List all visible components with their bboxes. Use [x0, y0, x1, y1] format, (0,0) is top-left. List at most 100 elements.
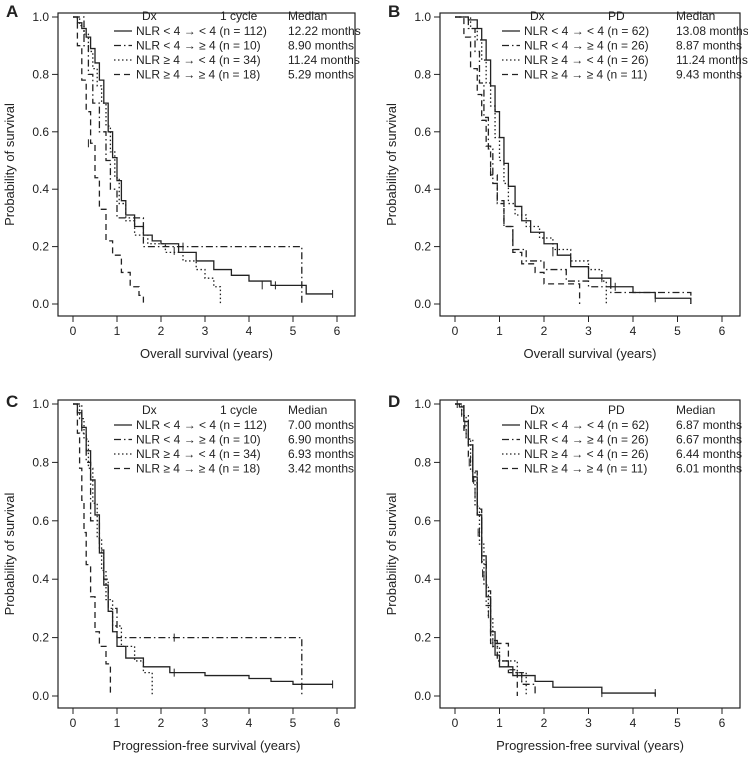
km-curve-4 — [455, 403, 518, 696]
legend-entry-median: 8.87 months — [676, 39, 742, 53]
y-axis-label: Probability of survival — [384, 492, 399, 615]
legend-entry-label: NLR ≥ 4 → ≥ 4 (n = 18) — [136, 68, 260, 82]
plot-frame — [439, 399, 741, 709]
panel-letter: A — [6, 2, 18, 21]
x-tick-label: 0 — [452, 716, 459, 730]
x-tick-label: 3 — [202, 716, 209, 730]
panel-c: C 0 1 2 3 4 5 6 0.0 0.2 0.4 0.6 0.8 1.0 Progression-fr… — [2, 392, 356, 753]
legend-entry-label: NLR < 4 → ≥ 4 (n = 10) — [136, 39, 261, 53]
panel-d: D 0 1 2 3 4 5 6 0.0 0.2 0.4 0.6 0.8 1.0 Progression-fr… — [384, 392, 742, 753]
legend-entry-label: NLR < 4 → ≥ 4 (n = 26) — [524, 39, 649, 53]
legend-entry-median: 11.24 months — [676, 53, 748, 67]
x-tick-label: 1 — [496, 324, 503, 338]
x-tick-label: 1 — [114, 716, 121, 730]
x-tick-label: 0 — [70, 324, 77, 338]
legend-entry-label: NLR ≥ 4 → ≥ 4 (n = 18) — [136, 462, 260, 476]
y-axis-label: Probability of survival — [2, 492, 17, 615]
km-curve-1 — [73, 16, 333, 295]
legend-entry-median: 6.44 months — [676, 447, 742, 461]
legend-entry-label: NLR < 4 → < 4 (n = 62) — [524, 24, 649, 38]
x-tick-label: 2 — [158, 716, 165, 730]
x-tick-label: 0 — [70, 716, 77, 730]
legend-header: 1 cycle — [220, 403, 258, 417]
legend-entry-median: 5.29 months — [288, 68, 354, 82]
y-axis-label: Probability of survival — [2, 103, 17, 226]
x-tick-label: 4 — [246, 324, 253, 338]
legend-entry-median: 6.90 months — [288, 433, 354, 447]
legend-entry-median: 12.22 months — [288, 24, 361, 38]
x-tick-label: 3 — [202, 324, 209, 338]
x-axis-label: Progression-free survival (years) — [113, 738, 301, 753]
x-axis-label: Overall survival (years) — [140, 346, 273, 361]
legend-header: Dx — [142, 403, 157, 417]
y-tick-label: 0.6 — [32, 125, 49, 139]
x-tick-label: 5 — [290, 716, 297, 730]
legend-entry-label: NLR ≥ 4 → < 4 (n = 34) — [136, 53, 261, 67]
panel-letter: B — [388, 2, 400, 21]
x-tick-label: 5 — [674, 716, 681, 730]
km-curve-4 — [73, 16, 145, 304]
panel-letter: C — [6, 392, 18, 411]
legend-header: Median — [288, 403, 327, 417]
legend-header: Dx — [530, 403, 545, 417]
legend-entry-median: 9.43 months — [676, 68, 742, 82]
y-tick-label: 0.8 — [32, 67, 49, 81]
x-tick-label: 6 — [334, 324, 341, 338]
x-tick-label: 4 — [246, 716, 253, 730]
legend-entry-label: NLR ≥ 4 → ≥ 4 (n = 11) — [524, 462, 647, 476]
y-tick-label: 0.6 — [414, 125, 431, 139]
legend: Dx 1 cycle Median NLR < 4 → < 4 (n = 112) 12… — [114, 9, 361, 82]
x-tick-label: 2 — [541, 324, 548, 338]
legend-header: Dx — [530, 9, 545, 23]
x-tick-label: 3 — [585, 324, 592, 338]
x-tick-label: 5 — [674, 324, 681, 338]
legend-entry-median: 11.24 months — [288, 53, 360, 67]
y-tick-label: 0.0 — [414, 297, 431, 311]
legend-entry-label: NLR < 4 → ≥ 4 (n = 10) — [136, 433, 261, 447]
y-tick-label: 0.2 — [32, 240, 49, 254]
km-curve-4 — [455, 16, 581, 304]
x-tick-label: 0 — [452, 324, 459, 338]
x-tick-label: 4 — [630, 716, 637, 730]
x-tick-label: 2 — [541, 716, 548, 730]
legend-header: 1 cycle — [220, 9, 258, 23]
y-tick-label: 0.8 — [414, 455, 431, 469]
x-tick-label: 5 — [290, 324, 297, 338]
y-tick-label: 1.0 — [414, 10, 431, 24]
y-tick-label: 0.4 — [414, 572, 431, 586]
y-tick-label: 1.0 — [32, 10, 49, 24]
legend-entry-median: 6.01 months — [676, 462, 742, 476]
legend-entry-label: NLR < 4 → ≥ 4 (n = 26) — [524, 433, 649, 447]
legend-header: PD — [608, 9, 625, 23]
y-tick-label: 0.8 — [414, 67, 431, 81]
km-curve-2 — [455, 403, 536, 696]
panel-letter: D — [388, 392, 400, 411]
legend-entry-label: NLR < 4 → < 4 (n = 62) — [524, 418, 649, 432]
legend-header: Median — [676, 9, 715, 23]
legend: Dx PD Median NLR < 4 → < 4 (n = 62) 6.87 mon… — [502, 403, 742, 476]
km-curve-2 — [455, 16, 692, 304]
legend-header: PD — [608, 403, 625, 417]
y-tick-label: 0.4 — [32, 572, 49, 586]
legend-entry-median: 7.00 months — [288, 418, 354, 432]
legend-entry-median: 8.90 months — [288, 39, 354, 53]
legend-entry-label: NLR ≥ 4 → < 4 (n = 26) — [524, 53, 649, 67]
x-tick-label: 6 — [719, 324, 726, 338]
legend-entry-median: 6.87 months — [676, 418, 742, 432]
y-tick-label: 0.0 — [32, 689, 49, 703]
legend-entry-label: NLR ≥ 4 → < 4 (n = 34) — [136, 447, 261, 461]
y-tick-label: 0.0 — [32, 297, 49, 311]
y-axis-label: Probability of survival — [384, 103, 399, 226]
legend-entry-label: NLR ≥ 4 → < 4 (n = 26) — [524, 447, 649, 461]
panel-a: A 0 1 2 3 4 5 6 0.0 0.2 0.4 0.6 0.8 1.0 Overall surviv… — [2, 2, 361, 361]
plot-frame — [439, 12, 741, 317]
legend-entry-label: NLR ≥ 4 → ≥ 4 (n = 11) — [524, 68, 647, 82]
legend-header: Dx — [142, 9, 157, 23]
legend-header: Median — [288, 9, 327, 23]
legend: Dx PD Median NLR < 4 → < 4 (n = 62) 13.08 mo… — [502, 9, 748, 82]
y-tick-label: 1.0 — [414, 397, 431, 411]
x-tick-label: 3 — [585, 716, 592, 730]
km-curve-4 — [73, 403, 112, 696]
y-tick-label: 0.2 — [414, 631, 431, 645]
